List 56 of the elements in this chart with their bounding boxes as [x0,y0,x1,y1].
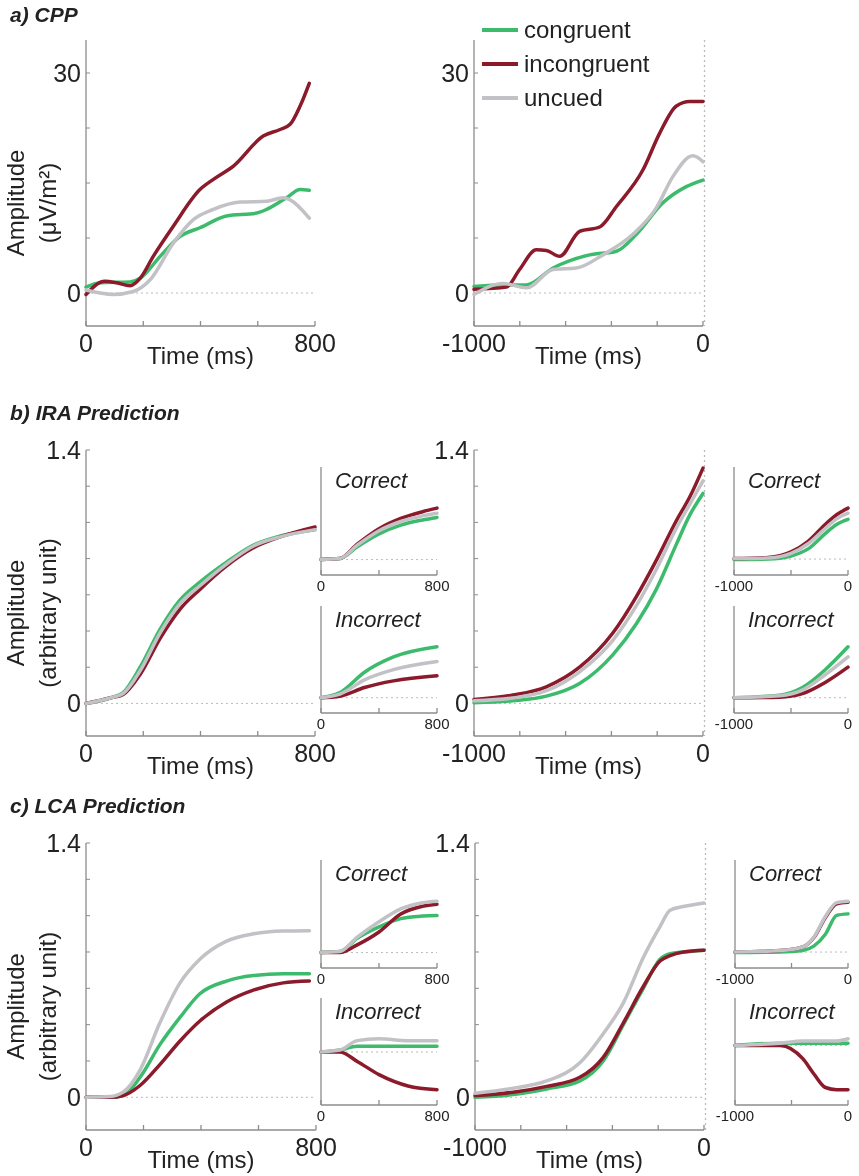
x-tick-label: -1000 [442,329,506,358]
x-axis-title: Time (ms) [147,1146,255,1173]
x-tick-label: -1000 [443,1133,507,1162]
chart-title: Correct [748,468,822,493]
x-axis-title: Time (ms) [535,1146,644,1173]
chart-title: Incorrect [748,607,835,632]
x-tick-label: 0 [843,576,853,594]
x-tick-label: 0 [697,1133,711,1162]
x-tick-label: 0 [316,969,326,987]
x-axis-title: Time (ms) [534,342,643,369]
chart-title: Incorrect [335,999,422,1024]
chart-title: Incorrect [335,607,422,632]
x-tick-label: 0 [843,714,853,732]
y-axis-title: Amplitude (arbitrary unit) [2,931,61,1082]
chart-title: Correct [335,861,409,886]
y-tick-label: 1.4 [435,828,471,857]
x-axis-title: Time (ms) [146,342,255,369]
x-tick-label: -1000 [714,576,754,594]
chart-title: Incorrect [749,999,836,1024]
x-tick-label: 0 [843,969,853,987]
x-tick-label: 0 [696,329,710,358]
x-tick-label: -1000 [715,1106,755,1124]
x-tick-label: 800 [424,576,450,594]
x-tick-label: 0 [316,1106,326,1124]
x-tick-label: 0 [316,714,326,732]
x-tick-label: 800 [295,1133,337,1162]
y-tick-label: 0 [67,278,81,307]
y-axis-title: Amplitude (arbitrary unit) [2,538,61,688]
x-tick-label: 800 [294,739,336,768]
x-tick-label: 800 [424,714,450,732]
chart-title: b) IRA Prediction [10,401,180,424]
x-tick-label: 800 [424,1106,450,1124]
y-tick-label: 1.4 [434,435,470,464]
y-tick-label: 1.4 [46,828,82,857]
y-tick-label: 30 [53,58,81,87]
x-axis-title: Time (ms) [146,752,255,779]
y-tick-label: 1.4 [46,435,82,464]
x-tick-label: 0 [316,576,326,594]
y-tick-label: 0 [455,278,469,307]
legend-label: congruent [524,16,632,44]
chart-title: Correct [335,468,409,493]
y-axis-title: Amplitude (μV/m²) [2,149,61,257]
chart-title: c) LCA Prediction [10,794,186,817]
x-axis-title: Time (ms) [534,752,643,779]
x-tick-label: 800 [424,969,450,987]
chart-title: a) CPP [10,3,79,26]
x-tick-label: 0 [843,1106,853,1124]
x-tick-label: -1000 [715,969,755,987]
x-tick-label: -1000 [442,739,506,768]
legend-label: incongruent [524,50,650,78]
x-tick-label: 800 [294,329,336,358]
x-tick-label: -1000 [714,714,754,732]
x-tick-label: 0 [696,739,710,768]
chart-title: Correct [749,861,823,886]
legend-label: uncued [524,84,603,112]
y-tick-label: 30 [441,58,469,87]
